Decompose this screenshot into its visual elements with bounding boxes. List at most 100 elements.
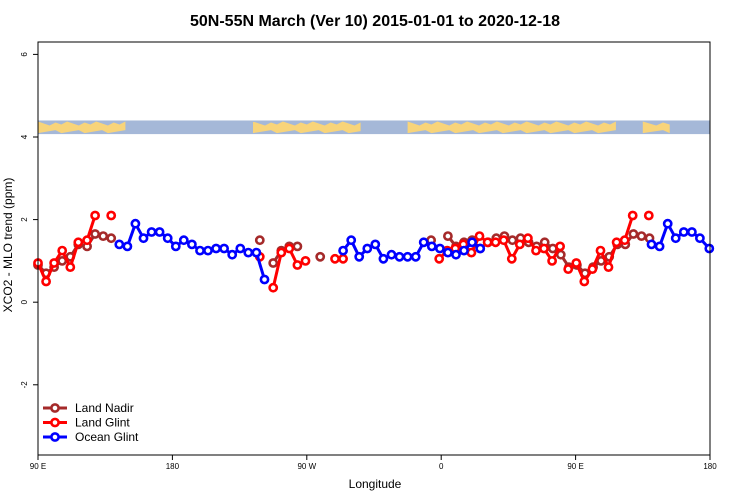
legend-label: Land Glint [75,416,130,430]
land-glint-point [466,247,477,258]
land-nadir-point [636,231,647,241]
land-glint-point [482,237,493,248]
land-glint-point [82,235,92,246]
legend-swatch-marker [50,432,60,442]
x-tick-label: 90 E [30,462,46,471]
ocean-glint-point [219,243,229,254]
y-tick-label: 4 [20,134,29,139]
land-glint-point [73,237,84,248]
ocean-glint-point [410,251,421,262]
ocean-glint-point [654,241,665,252]
land-glint-point [90,210,100,221]
ocean-glint-point [162,233,173,244]
ocean-glint-point [170,241,181,252]
ocean-glint-point [227,249,238,260]
land-nadir-point [315,251,326,262]
chart-title: 50N-55N March (Ver 10) 2015-01-01 to 202… [190,13,560,30]
land-glint-point [65,262,76,272]
ocean-glint-point [362,243,373,254]
x-tick-label: 180 [166,462,180,471]
ocean-glint-point [178,235,189,246]
land-glint-point [555,241,565,252]
ocean-glint-point [434,243,445,254]
land-nadir-point [507,235,518,246]
y-tick-label: 2 [20,217,29,222]
land-glint-point [619,235,630,246]
series-ocean-glint [114,218,715,285]
land-glint-point [49,258,59,268]
ocean-glint-point [138,233,149,244]
ocean-glint-point [451,249,461,260]
y-axis: -2 0 2 4 6 [20,52,38,389]
land-glint-point [531,245,541,256]
land-nadir-point [292,241,303,252]
ocean-glint-point [646,239,657,250]
land-nadir-point [268,258,279,268]
land-region [642,121,670,134]
land-glint-point [474,231,485,241]
land-glint-point [506,253,517,264]
land-glint-point [498,235,509,246]
ocean-glint-point [695,233,705,244]
land-nadir-point [442,231,453,241]
land-glint-point [292,260,303,270]
land-glint-point [434,253,445,264]
land-glint-point [338,253,348,264]
land-glint-point [41,276,51,287]
y-tick-label: -2 [20,381,29,389]
ocean-glint-point [475,243,486,254]
land-glint-point [611,237,622,248]
ocean-glint-point [687,227,697,237]
ocean-glint-point [386,249,397,260]
ocean-glint-point [251,247,262,258]
y-tick-label: 0 [20,299,29,304]
ocean-glint-point [259,274,270,285]
land-glint-point [547,255,557,266]
land-glint-point [490,237,501,248]
land-ocean-band [38,120,710,135]
series-layer [33,210,715,293]
ocean-glint-point [114,239,125,250]
x-tick-label: 90 W [297,462,316,471]
legend-label: Ocean Glint [75,430,139,444]
legend-item-ocean-glint: Ocean Glint [43,430,139,444]
land-nadir-point [254,235,265,246]
land-region [253,121,361,134]
land-region [38,121,126,134]
ocean-glint-point [203,245,213,256]
land-glint-point [284,243,295,254]
plot-frame [37,41,711,456]
ocean-glint-point [467,237,477,248]
legend-swatch-marker [50,403,60,413]
land-glint-point [571,258,582,268]
land-nadir-point [628,229,639,239]
ocean-glint-point [186,239,197,250]
ocean-glint-point [704,243,715,254]
x-axis-label: Longitude [349,477,402,491]
legend-label: Land Nadir [75,401,134,415]
legend-item-land-glint: Land Glint [43,416,130,430]
land-glint-point [106,210,117,221]
ocean-glint-point [154,227,165,237]
land-glint-point [523,233,533,244]
land-glint-point [276,247,287,258]
ocean-glint-point [678,227,689,237]
ocean-glint-point [235,243,246,254]
ocean-glint-point [402,251,413,262]
ocean-glint-point [354,251,365,262]
ocean-glint-point [459,245,469,256]
y-tick-label: 6 [20,52,29,57]
land-glint-point [595,245,606,256]
ocean-glint-point [346,235,357,246]
land-glint-point [643,210,654,221]
y-axis-label: XCO2 - MLO trend (ppm) [1,178,15,313]
land-glint-point [514,239,525,250]
ocean-glint-point [338,245,348,256]
ocean-glint-point [442,247,453,258]
ocean-glint-point [426,241,437,252]
ocean-glint-point [394,251,405,262]
ocean-glint-point [146,227,157,237]
ocean-glint-point [211,243,221,254]
land-nadir-point [98,231,109,241]
x-axis: 90 E 180 90 W 0 90 E 180 [30,455,717,471]
